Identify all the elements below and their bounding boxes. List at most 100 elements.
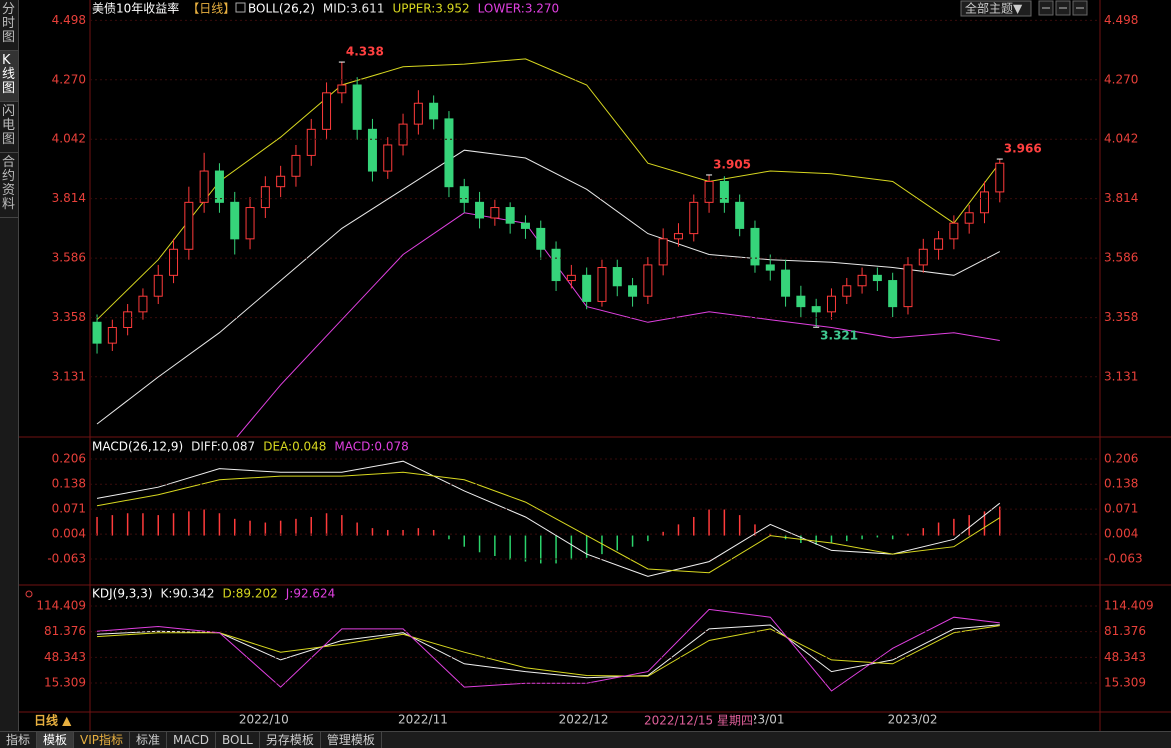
x-tick-label: 2022/12 [559,713,609,727]
candle-body [551,248,561,282]
legend-entry: DEA:0.048 [263,440,326,454]
y-tick-label-right: 15.309 [1104,676,1146,690]
x-tick-label: 2023/02 [888,713,938,727]
candle-body [719,180,729,203]
cursor-label: 2022/12/15 星期四 [644,714,753,728]
indicator-line [96,471,1001,574]
candle-body [291,154,301,177]
y-tick-label: 0.071 [52,502,86,516]
candle-body [903,264,913,308]
panel-icon[interactable] [25,590,33,598]
bottom-tab[interactable]: MACD [167,732,217,748]
candle-body [214,170,224,203]
y-tick-label: 15.309 [44,676,86,690]
bottom-tab[interactable]: 指标 [0,732,38,748]
indicator-line [96,625,1000,677]
y-tick-label: -0.063 [47,551,86,565]
chart-title: 美债10年收益率 [92,1,179,16]
y-tick-label: 3.586 [52,251,86,265]
y-tick-label: 4.498 [52,13,86,27]
y-tick-label-right: 81.376 [1104,624,1146,638]
candle-body [230,201,240,240]
candle-body [796,295,806,308]
legend-entry: DIFF:0.087 [191,440,255,454]
y-tick-label-right: 3.586 [1104,251,1138,265]
sidebar-tab[interactable]: 合约资料 [0,153,18,218]
candle-body [750,227,760,266]
candle-body [413,102,423,125]
y-tick-label: 0.206 [52,451,86,465]
candle-body [964,212,974,224]
candle-body [245,207,255,240]
sidebar-tab[interactable]: 闪电图 [0,102,18,153]
candle-body [643,264,653,297]
y-tick-label-right: 3.814 [1104,191,1138,205]
candle-body [628,285,638,297]
candle-body [306,128,316,156]
candle-body [612,267,622,287]
candle-body [949,222,959,240]
legend-entry: MACD:0.078 [334,440,408,454]
tab-bar: 指标 模板 VIP指标 标准 MACD BOLL 另存模板 管理模板 [0,731,1171,748]
sidebar-tab[interactable]: K线图 [0,51,18,102]
candle-body [459,186,469,203]
bottom-tab[interactable]: 模板 [37,732,75,748]
candle-body [184,201,194,250]
indicator-line [96,149,1001,425]
bottom-tab[interactable]: 标准 [130,732,168,748]
theme-button-bg[interactable] [960,0,1032,17]
candle-body [505,207,515,224]
bottom-tab[interactable]: 另存模板 [260,732,321,748]
y-tick-label: 81.376 [44,624,86,638]
candle-body [107,326,117,344]
candle-body [92,321,102,344]
candle-body [276,175,286,188]
period-switch[interactable]: 日线 ▲ [34,713,72,728]
y-tick-label: 4.042 [52,132,86,146]
plot-area [92,58,1005,437]
candle-body [260,186,270,209]
indicator-line [96,624,1000,679]
candle-body [566,274,576,282]
bottom-tab[interactable]: VIP指标 [74,732,131,748]
x-tick-label: 2022/11 [398,713,448,727]
candle-body [765,264,775,271]
candle-body [888,280,898,308]
y-tick-label: 48.343 [44,650,86,664]
annotation-label: 3.966 [1004,142,1042,156]
candle-body [123,311,133,328]
sidebar-tab[interactable]: 分时图 [0,0,18,51]
y-tick-label: 0.138 [52,477,86,491]
y-tick-label: 3.131 [52,369,86,383]
y-tick-label: 114.409 [36,599,86,613]
candle-body [138,295,148,313]
candle-body [704,180,714,203]
y-tick-label-right: 0.206 [1104,451,1138,465]
y-tick-label-right: 4.270 [1104,72,1138,86]
y-tick-label-right: 0.071 [1104,502,1138,516]
bottom-tab[interactable]: BOLL [216,732,260,748]
bottom-tab[interactable]: 管理模板 [321,732,382,748]
x-tick-label: 2022/10 [239,713,289,727]
y-tick-label: 3.358 [52,310,86,324]
y-tick-label: 3.814 [52,191,86,205]
candle-body [979,191,989,214]
y-tick-label-right: 0.138 [1104,477,1138,491]
indicator-line [96,460,1001,577]
annotation-label: 4.338 [346,45,384,59]
theme-button[interactable]: 全部主题▼ [965,1,1023,16]
y-tick-label-right: -0.063 [1104,551,1143,565]
candle-body [475,201,485,219]
candle-body [383,144,393,172]
y-tick-label: 4.270 [52,72,86,86]
candle-body [367,128,377,172]
y-tick-label-right: 114.409 [1104,599,1154,613]
candle-body [153,274,163,297]
candle-body [842,285,852,297]
legend-entry: J:92.624 [285,587,336,601]
y-tick-label-right: 48.343 [1104,650,1146,664]
period-label: 【日线】 [187,2,235,16]
indicator-icon[interactable] [235,2,246,13]
annotation-label: 3.905 [713,157,751,171]
